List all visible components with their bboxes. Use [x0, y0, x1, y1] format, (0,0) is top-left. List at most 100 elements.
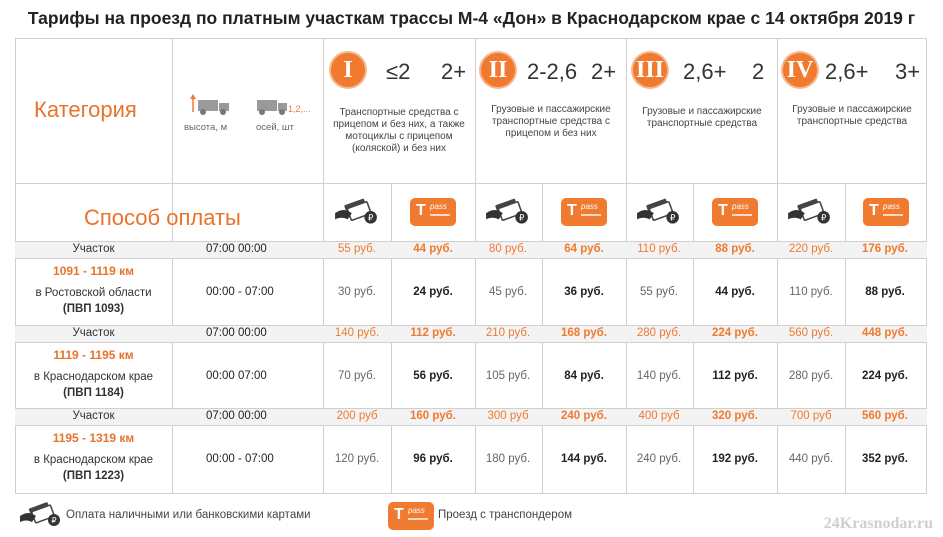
category-1-description: Транспортные средства с прицепом и без н…	[333, 107, 465, 154]
grid-line	[777, 38, 778, 493]
price-transponder: 88 руб.	[715, 243, 755, 255]
page-title: Тарифы на проезд по платным участкам тра…	[27, 8, 916, 28]
day-row-band	[15, 409, 927, 425]
legend-transponder-icon: T pass	[388, 502, 434, 530]
price-cash: 140 руб.	[334, 327, 380, 339]
cash-card-icon: ₽	[335, 198, 377, 224]
category-badge-3: III	[633, 53, 667, 87]
section-pvp: (ПВП 1184)	[63, 387, 124, 399]
price-transponder: 160 руб.	[410, 410, 456, 422]
grid-line	[15, 425, 927, 426]
price-transponder: 84 руб.	[564, 370, 604, 382]
svg-text:₽: ₽	[821, 212, 826, 222]
cash-card-icon: ₽	[20, 502, 60, 526]
truck-axles-icon	[257, 100, 287, 115]
price-transponder: 320 руб.	[712, 410, 758, 422]
day-row-band	[15, 326, 927, 342]
row-time: 07:00 00:00	[206, 410, 267, 422]
grid-line	[626, 38, 627, 493]
axles-label: осей, шт	[256, 122, 294, 133]
day-row-band	[15, 242, 927, 258]
truck-height-icon	[190, 94, 229, 115]
price-cash: 140 руб.	[636, 370, 682, 382]
grid-line	[15, 493, 927, 494]
price-cash: 45 руб.	[489, 286, 527, 298]
price-cash: 120 руб.	[334, 453, 380, 465]
row-time: 07:00 00:00	[206, 327, 267, 339]
price-cash: 110 руб.	[789, 286, 833, 298]
price-cash: 440 руб.	[788, 453, 834, 465]
watermark: 24Krasnodar.ru	[823, 515, 933, 532]
category-2-axles: 2+	[591, 59, 617, 84]
price-cash: 280 руб.	[788, 370, 834, 382]
section-region: в Ростовской области	[35, 287, 152, 299]
section-region: в Краснодарском крае	[33, 371, 154, 383]
row-time: 00:00 - 07:00	[206, 286, 274, 298]
section-km-range: 1195 - 1319 км	[52, 431, 135, 445]
price-transponder: 224 руб.	[712, 327, 758, 339]
price-transponder: 192 руб.	[712, 453, 758, 465]
grid-line	[15, 241, 927, 242]
category-2-description: Грузовые и пассажирские транспортные сре…	[491, 104, 611, 139]
axles-numbers: 1,2,...	[288, 104, 311, 114]
cash-card-icon: ₽	[637, 198, 679, 224]
category-3-height: 2,6+	[683, 59, 727, 84]
section-km-range: 1119 - 1195 км	[53, 348, 134, 362]
section-label: Участок	[72, 410, 115, 422]
grid-line	[15, 408, 927, 409]
grid-line	[15, 258, 927, 259]
row-time: 00:00 07:00	[206, 370, 267, 382]
price-cash: 110 руб.	[637, 243, 681, 255]
price-transponder: 112 руб.	[712, 370, 758, 382]
svg-text:₽: ₽	[519, 212, 524, 222]
grid-line	[926, 38, 927, 493]
price-transponder: 44 руб.	[715, 286, 755, 298]
svg-text:₽: ₽	[368, 212, 373, 222]
price-transponder: 352 руб.	[862, 453, 908, 465]
price-transponder: 56 руб.	[413, 370, 453, 382]
price-cash: 300 руб	[487, 410, 529, 422]
section-label: Участок	[72, 243, 115, 255]
price-transponder: 176 руб.	[862, 243, 908, 255]
cash-card-icon: ₽	[486, 198, 528, 224]
grid-line	[15, 38, 16, 493]
grid-line	[172, 38, 173, 493]
grid-line	[475, 38, 476, 493]
section-pvp: (ПВП 1093)	[62, 303, 125, 315]
price-transponder: 560 руб.	[862, 410, 908, 422]
price-transponder: 144 руб.	[561, 453, 607, 465]
grid-line	[323, 38, 324, 493]
height-label: высота, м	[184, 122, 228, 133]
category-badge-2: II	[481, 53, 515, 87]
row-time: 07:00 00:00	[206, 243, 267, 255]
price-transponder: 64 руб.	[564, 243, 604, 255]
section-label: Участок	[72, 327, 115, 339]
section-pvp: (ПВП 1223)	[62, 470, 125, 482]
price-transponder: 44 руб.	[413, 243, 453, 255]
category-2-height: 2-2,6	[527, 59, 578, 84]
legend-transponder-text: Проезд с транспондером	[438, 509, 573, 521]
category-4-axles: 3+	[895, 59, 921, 84]
category-1-height: ≤2	[386, 59, 411, 84]
grid-line	[15, 342, 927, 343]
price-transponder: 36 руб.	[564, 286, 604, 298]
price-cash: 70 руб.	[338, 370, 376, 382]
category-1-axles: 2+	[441, 59, 467, 84]
svg-text:₽: ₽	[670, 212, 675, 222]
grid-line	[15, 325, 927, 326]
cash-card-icon: ₽	[788, 198, 830, 224]
section-km-range: 1091 - 1119 км	[53, 264, 134, 278]
grid-line	[15, 38, 927, 39]
price-cash: 700 руб	[790, 410, 832, 422]
price-cash: 280 руб.	[636, 327, 682, 339]
category-3-description: Грузовые и пассажирские транспортные сре…	[642, 106, 762, 129]
price-cash: 560 руб.	[788, 327, 834, 339]
category-badge-1: I	[331, 53, 365, 87]
price-cash: 30 руб.	[338, 286, 376, 298]
row-time: 00:00 - 07:00	[206, 453, 274, 465]
price-transponder: 224 руб.	[862, 370, 908, 382]
price-transponder: 112 руб.	[410, 327, 456, 339]
